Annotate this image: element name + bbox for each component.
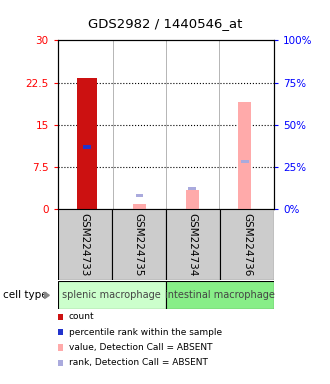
Bar: [185, 190, 199, 209]
Bar: [58, 281, 166, 309]
Bar: [133, 204, 146, 209]
Bar: [166, 281, 274, 309]
Text: rank, Detection Call = ABSENT: rank, Detection Call = ABSENT: [69, 358, 208, 367]
Text: GSM224733: GSM224733: [80, 213, 90, 276]
Bar: [83, 146, 91, 149]
Text: GSM224736: GSM224736: [242, 213, 252, 276]
Text: GSM224735: GSM224735: [134, 213, 144, 276]
Text: GDS2982 / 1440546_at: GDS2982 / 1440546_at: [88, 17, 242, 30]
Bar: [220, 209, 274, 280]
Bar: [58, 209, 112, 280]
Text: count: count: [69, 312, 95, 321]
Text: splenic macrophage: splenic macrophage: [62, 290, 161, 300]
Bar: [136, 194, 144, 197]
Text: percentile rank within the sample: percentile rank within the sample: [69, 328, 222, 337]
Text: cell type: cell type: [3, 290, 48, 300]
Bar: [112, 209, 166, 280]
Bar: [238, 102, 251, 209]
Bar: [166, 209, 220, 280]
Text: value, Detection Call = ABSENT: value, Detection Call = ABSENT: [69, 343, 213, 352]
Text: intestinal macrophage: intestinal macrophage: [165, 290, 275, 300]
Bar: [77, 78, 97, 209]
Bar: [241, 160, 249, 163]
Bar: [188, 187, 196, 190]
Text: GSM224734: GSM224734: [188, 213, 198, 276]
